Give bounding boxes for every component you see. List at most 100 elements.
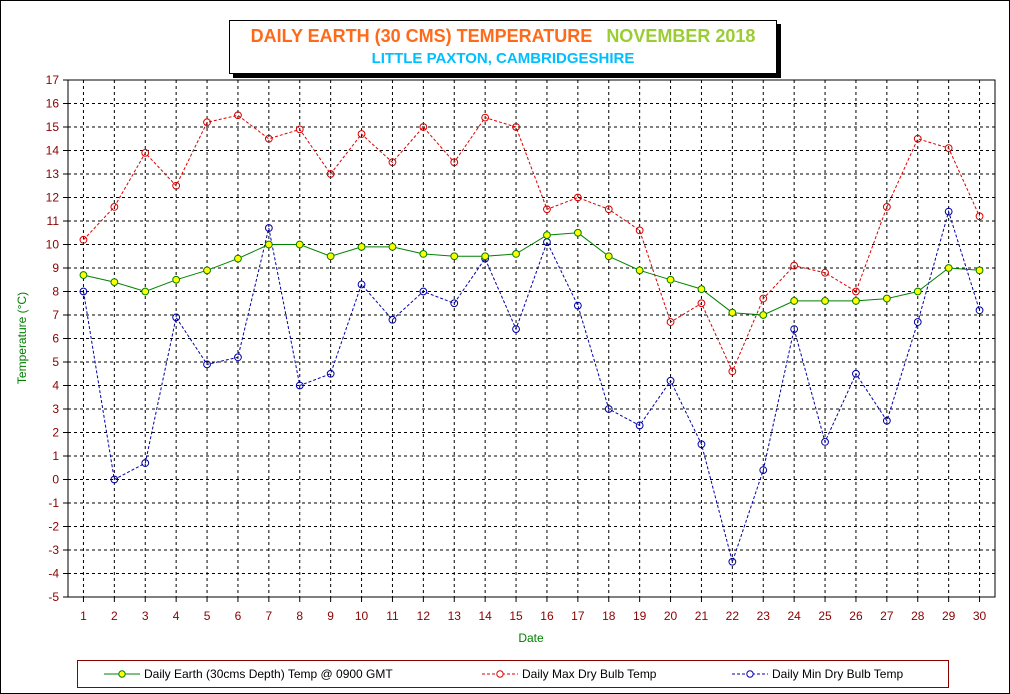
series-line-max (83, 114, 980, 373)
y-tick-label: 13 (46, 167, 60, 181)
point-max (481, 113, 490, 122)
legend-marker-earth (104, 670, 140, 678)
point-earth (450, 252, 459, 261)
x-tick-label: 22 (726, 609, 740, 623)
x-tick-label: 13 (448, 609, 462, 623)
point-min (326, 369, 335, 378)
chart-title-month: NOVEMBER 2018 (606, 26, 756, 46)
series-earth (79, 228, 984, 319)
legend-item-max: Daily Max Dry Bulb Temp (482, 666, 656, 681)
x-tick-label: 14 (478, 609, 492, 623)
legend-item-earth: Daily Earth (30cms Depth) Temp @ 0900 GM… (104, 666, 393, 681)
x-tick-label: 26 (849, 609, 863, 623)
y-tick-label: -2 (48, 520, 59, 534)
point-max (852, 287, 860, 296)
y-tick-label: 7 (52, 308, 59, 322)
point-earth (852, 297, 860, 305)
point-max (203, 118, 211, 127)
x-tick-label: 20 (664, 609, 678, 623)
point-earth (573, 228, 582, 237)
x-tick-label: 21 (695, 609, 709, 623)
point-min (419, 287, 428, 296)
y-tick-label: 5 (52, 355, 59, 369)
y-tick-label: 14 (46, 144, 60, 158)
point-max (172, 181, 181, 190)
point-earth (388, 242, 397, 251)
point-max (790, 261, 799, 270)
x-tick-label: 16 (540, 609, 554, 623)
point-min (110, 475, 119, 484)
point-min (821, 438, 829, 446)
x-tick-label: 3 (142, 609, 149, 623)
point-earth (172, 275, 181, 284)
point-max (913, 134, 922, 143)
y-tick-label: 2 (52, 426, 59, 440)
point-earth (728, 308, 737, 317)
legend-label-max: Daily Max Dry Bulb Temp (522, 666, 657, 681)
point-earth (357, 242, 366, 251)
point-min (852, 369, 860, 378)
series-layer (79, 111, 984, 566)
point-earth (666, 275, 675, 284)
y-tick-label: -4 (48, 567, 59, 581)
point-min (697, 440, 706, 449)
series-max (79, 111, 984, 376)
point-min (357, 280, 366, 289)
point-max (975, 212, 984, 221)
point-max (944, 144, 953, 153)
y-tick-label: 15 (46, 120, 60, 134)
point-max (728, 367, 737, 376)
x-tick-label: 9 (327, 609, 334, 623)
point-max (666, 318, 675, 326)
point-earth (264, 240, 273, 249)
y-tick-label: 6 (52, 332, 59, 346)
x-tick-label: 19 (633, 609, 647, 623)
point-min (264, 224, 273, 232)
legend-label-earth: Daily Earth (30cms Depth) Temp @ 0900 GM… (144, 666, 393, 681)
point-min (975, 306, 984, 315)
point-max (604, 205, 613, 214)
x-tick-label: 5 (204, 609, 211, 623)
point-min (295, 381, 304, 390)
point-earth (141, 287, 150, 296)
y-tick-label: 8 (52, 285, 59, 299)
point-min (882, 416, 891, 425)
point-max (419, 123, 428, 131)
y-tick-label: 0 (52, 473, 59, 487)
point-earth (326, 252, 335, 261)
legend-marker-min (732, 670, 768, 678)
point-earth (635, 266, 644, 275)
point-min (388, 315, 397, 324)
point-earth (203, 266, 211, 275)
point-min (203, 360, 211, 369)
y-tick-label: 9 (52, 261, 59, 275)
point-max (543, 205, 551, 214)
point-earth (110, 278, 119, 287)
x-tick-label: 17 (571, 609, 585, 623)
x-tick-label: 4 (173, 609, 180, 623)
point-min (141, 459, 150, 467)
point-earth (975, 266, 984, 275)
y-tick-label: 1 (52, 449, 59, 463)
point-min (728, 557, 737, 566)
chart-title: DAILY EARTH (30 CMS) TEMPERATURE (250, 26, 593, 46)
point-earth (790, 297, 799, 305)
y-tick-label: 4 (52, 379, 59, 393)
chart-subtitle: LITTLE PAXTON, CAMBRIDGESHIRE (371, 50, 635, 67)
y-tick-label: 16 (46, 97, 60, 111)
point-earth (234, 254, 242, 263)
y-tick-label: -5 (48, 590, 59, 604)
point-earth (821, 297, 829, 305)
series-min (79, 207, 984, 566)
point-max (573, 193, 582, 202)
series-line-earth (83, 232, 980, 316)
point-min (573, 301, 582, 310)
title-line: DAILY EARTH (30 CMS) TEMPERATURE NOVEMBER… (230, 26, 776, 47)
x-tick-label: 30 (973, 609, 987, 623)
point-earth (944, 264, 953, 272)
x-axis-label: Date (518, 631, 544, 645)
point-max (512, 123, 520, 131)
y-tick-label: 17 (46, 73, 60, 87)
point-min (79, 287, 88, 296)
x-tick-label: 6 (235, 609, 242, 623)
